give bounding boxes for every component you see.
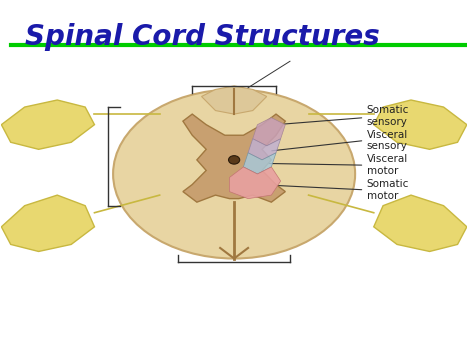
Text: Somatic
sensory: Somatic sensory bbox=[367, 105, 409, 127]
Text: Visceral
motor: Visceral motor bbox=[367, 154, 408, 176]
Ellipse shape bbox=[113, 89, 355, 258]
Polygon shape bbox=[374, 100, 467, 149]
Text: Spinal Cord Structures: Spinal Cord Structures bbox=[25, 22, 379, 50]
Text: Somatic
motor: Somatic motor bbox=[367, 179, 409, 201]
Polygon shape bbox=[183, 114, 285, 202]
Polygon shape bbox=[374, 195, 467, 251]
Polygon shape bbox=[253, 118, 285, 146]
Polygon shape bbox=[244, 153, 276, 174]
Text: Visceral
sensory: Visceral sensory bbox=[367, 130, 408, 151]
Polygon shape bbox=[229, 167, 281, 199]
Polygon shape bbox=[248, 139, 281, 160]
Polygon shape bbox=[1, 100, 94, 149]
Polygon shape bbox=[201, 86, 267, 114]
Circle shape bbox=[228, 155, 240, 164]
Polygon shape bbox=[1, 195, 94, 251]
